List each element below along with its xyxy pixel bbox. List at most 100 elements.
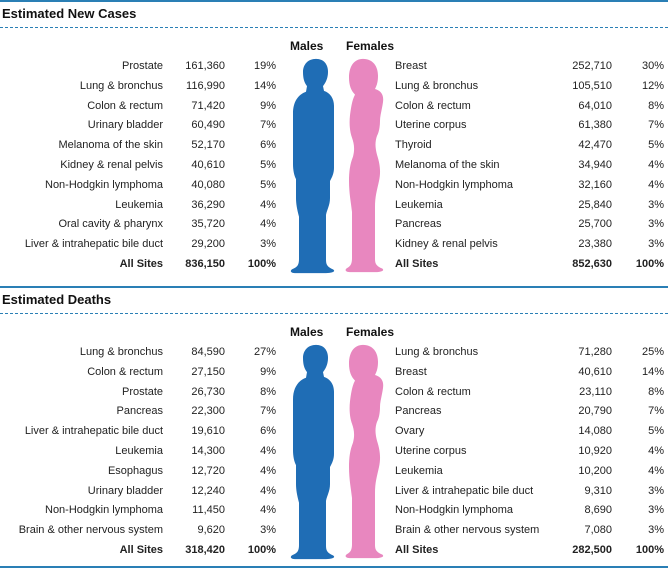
female-site-cell: Uterine corpus xyxy=(395,119,467,132)
male-site-cell: Non-Hodgkin lymphoma xyxy=(45,504,163,517)
female-count-cell: 25,700 xyxy=(578,218,612,231)
male-site-cell: Non-Hodgkin lymphoma xyxy=(45,178,163,191)
male-pct-cell: 5% xyxy=(260,159,276,171)
female-total-row: All Sites 852,630 100% xyxy=(0,254,668,274)
male-count-cell: 11,450 xyxy=(192,504,225,517)
female-count-cell: 71,280 xyxy=(578,346,612,358)
female-site-cell: Colon & rectum xyxy=(395,385,471,398)
female-table-row: Non-Hodgkin lymphoma 8,690 3% xyxy=(0,500,668,520)
female-site-cell: Breast xyxy=(395,365,427,378)
male-pct-cell: 9% xyxy=(260,365,276,378)
female-pct-cell: 8% xyxy=(648,99,664,112)
male-site-cell: Colon & rectum xyxy=(87,365,163,378)
female-count-cell: 34,940 xyxy=(578,159,612,171)
male-pct-cell: 6% xyxy=(260,425,276,438)
section-top-rule xyxy=(0,0,668,2)
male-site-cell: All Sites xyxy=(119,544,163,556)
male-pct-cell: 19% xyxy=(253,60,276,72)
section-dashed-rule xyxy=(0,313,668,314)
male-table-row: Prostate 161,360 19% xyxy=(0,56,668,76)
male-count-cell: 29,200 xyxy=(191,238,225,251)
female-table-row: Colon & rectum 64,010 8% xyxy=(0,96,668,116)
male-pct-cell: 27% xyxy=(253,346,276,358)
male-total-row: All Sites 836,150 100% xyxy=(0,254,668,274)
male-count-cell: 36,290 xyxy=(191,198,225,211)
female-site-cell: Kidney & renal pelvis xyxy=(395,238,498,251)
male-pct-cell: 4% xyxy=(260,198,276,211)
male-table-row: Leukemia 14,300 4% xyxy=(0,441,668,461)
female-site-cell: Leukemia xyxy=(395,464,443,477)
female-pct-cell: 4% xyxy=(648,445,664,457)
female-site-cell: All Sites xyxy=(395,544,439,556)
female-site-cell: Uterine corpus xyxy=(395,445,467,457)
female-site-cell: Pancreas xyxy=(395,405,442,418)
male-site-cell: Liver & intrahepatic bile duct xyxy=(24,425,163,438)
male-table-row: Kidney & renal pelvis 40,610 5% xyxy=(0,155,668,175)
male-count-cell: 60,490 xyxy=(191,119,225,132)
female-count-cell: 105,510 xyxy=(572,79,612,92)
female-pct-cell: 7% xyxy=(648,119,664,132)
male-count-cell: 40,080 xyxy=(191,178,225,191)
male-pct-cell: 3% xyxy=(260,524,276,537)
female-table-row: Uterine corpus 61,380 7% xyxy=(0,115,668,135)
male-pct-cell: 3% xyxy=(260,238,276,251)
male-site-cell: Prostate xyxy=(122,60,163,72)
male-site-cell: Urinary bladder xyxy=(87,119,163,132)
female-table-row: Thyroid 42,470 5% xyxy=(0,135,668,155)
male-pct-cell: 4% xyxy=(260,445,276,457)
female-pct-cell: 100% xyxy=(635,258,664,270)
male-total-row: All Sites 318,420 100% xyxy=(0,540,668,560)
female-pct-cell: 12% xyxy=(641,79,664,92)
male-table-row: Lung & bronchus 116,990 14% xyxy=(0,76,668,96)
female-pct-cell: 25% xyxy=(641,346,664,358)
male-table-row: Non-Hodgkin lymphoma 40,080 5% xyxy=(0,175,668,195)
male-count-cell: 14,300 xyxy=(191,445,225,457)
female-site-cell: Brain & other nervous system xyxy=(395,524,540,537)
female-pct-cell: 4% xyxy=(648,159,664,171)
female-site-cell: Liver & intrahepatic bile duct xyxy=(395,484,534,497)
male-pct-cell: 100% xyxy=(247,258,276,270)
male-site-cell: Oral cavity & pharynx xyxy=(58,218,163,231)
female-site-cell: Non-Hodgkin lymphoma xyxy=(395,504,513,517)
female-count-cell: 10,200 xyxy=(578,464,612,477)
section-title: Estimated New Cases xyxy=(2,6,137,21)
male-site-cell: Lung & bronchus xyxy=(79,79,163,92)
male-table-row: Lung & bronchus 84,590 27% xyxy=(0,342,668,362)
female-count-cell: 32,160 xyxy=(578,178,612,191)
male-site-cell: Liver & intrahepatic bile duct xyxy=(24,238,163,251)
female-pct-cell: 100% xyxy=(635,544,664,556)
male-count-cell: 12,240 xyxy=(191,484,225,497)
male-site-cell: Esophagus xyxy=(107,464,163,477)
female-pct-cell: 3% xyxy=(648,504,664,517)
male-count-cell: 35,720 xyxy=(191,218,225,231)
female-table-row: Leukemia 10,200 4% xyxy=(0,461,668,481)
female-table-row: Uterine corpus 10,920 4% xyxy=(0,441,668,461)
female-site-cell: Pancreas xyxy=(395,218,442,231)
male-count-cell: 84,590 xyxy=(191,346,225,358)
page-bottom-rule xyxy=(0,566,668,568)
male-silhouette-icon xyxy=(290,344,335,560)
male-table-row: Melanoma of the skin 52,170 6% xyxy=(0,135,668,155)
female-count-cell: 10,920 xyxy=(578,445,612,457)
female-count-cell: 42,470 xyxy=(578,139,612,152)
male-site-cell: Leukemia xyxy=(115,445,163,457)
male-count-cell: 40,610 xyxy=(191,159,225,171)
female-pct-cell: 8% xyxy=(648,385,664,398)
males-header: Males xyxy=(290,325,324,339)
female-pct-cell: 3% xyxy=(648,218,664,231)
male-count-cell: 318,420 xyxy=(185,544,225,556)
female-count-cell: 61,380 xyxy=(578,119,612,132)
male-pct-cell: 14% xyxy=(253,79,276,92)
male-pct-cell: 4% xyxy=(260,504,276,517)
female-count-cell: 25,840 xyxy=(578,198,612,211)
male-site-cell: Colon & rectum xyxy=(87,99,163,112)
female-count-cell: 23,380 xyxy=(578,238,612,251)
female-table-row: Breast 252,710 30% xyxy=(0,56,668,76)
male-site-cell: Lung & bronchus xyxy=(79,346,163,358)
females-header: Females xyxy=(346,39,395,53)
male-pct-cell: 9% xyxy=(260,99,276,112)
female-pct-cell: 5% xyxy=(648,139,664,152)
male-table-row: Urinary bladder 12,240 4% xyxy=(0,481,668,501)
male-table-row: Liver & intrahepatic bile duct 19,610 6% xyxy=(0,421,668,441)
female-silhouette-icon xyxy=(345,58,384,273)
